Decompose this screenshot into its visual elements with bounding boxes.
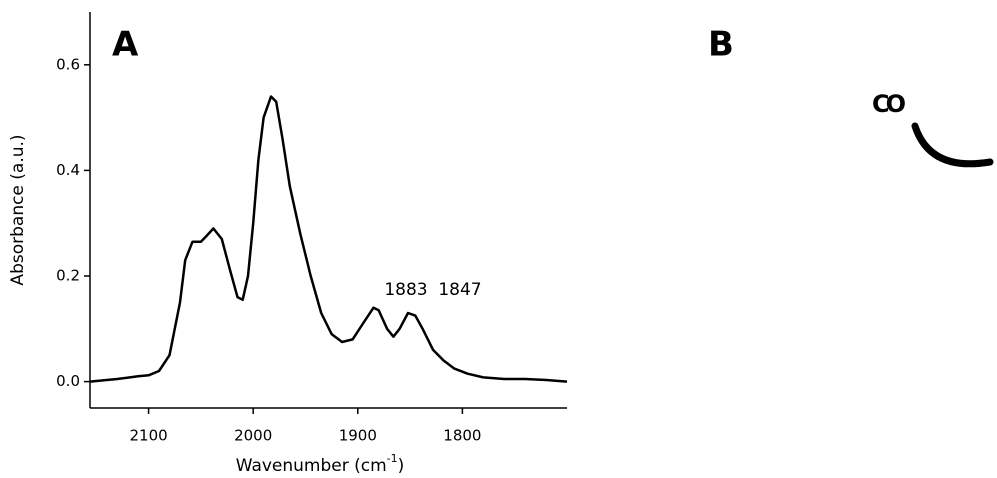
x-label-text: Wavenumber (cm: [236, 456, 387, 476]
y-tick-label: 0.0: [56, 372, 80, 390]
panel-b-label: B: [708, 25, 734, 65]
y-tick-label: 0.2: [56, 267, 80, 285]
x-axis-label: Wavenumber (cm-1): [236, 452, 405, 476]
peak-annotation: 1847: [438, 280, 481, 300]
molecule-bond: [911, 122, 994, 168]
x-label-end: ): [398, 456, 405, 476]
x-tick-label: 2000: [234, 427, 272, 445]
peak-annotation: 1883: [384, 280, 427, 300]
y-tick-label: 0.4: [56, 161, 80, 179]
y-tick-label: 0.6: [56, 55, 80, 73]
x-tick-label: 1800: [443, 427, 481, 445]
y-axis-label: Absorbance (a.u.): [8, 134, 28, 285]
x-tick-label: 1900: [339, 427, 377, 445]
molecule-label: CO: [872, 90, 906, 118]
x-tick-label: 2100: [129, 427, 167, 445]
panel-label: A: [112, 25, 139, 65]
spectrum-line: [89, 95, 568, 383]
x-label-sup: -1: [387, 452, 398, 465]
